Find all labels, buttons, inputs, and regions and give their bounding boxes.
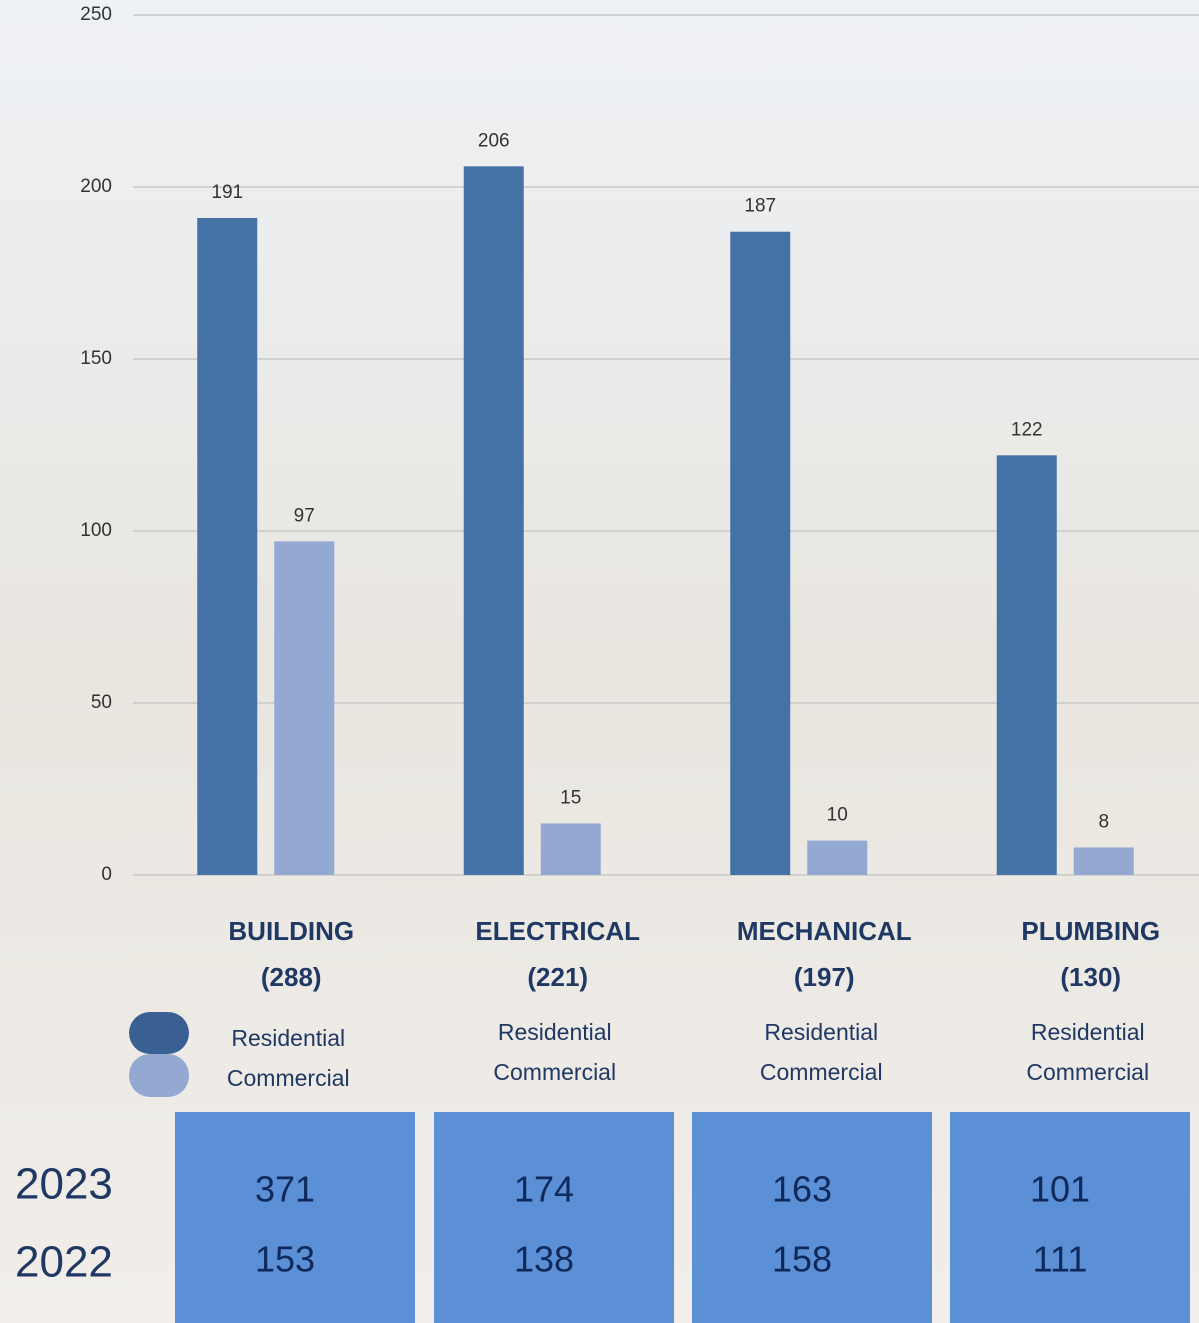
series-label: Commercial [1026, 1059, 1149, 1085]
table-cell [950, 1112, 1190, 1323]
category-total: (130) [1060, 962, 1121, 992]
category-total: (197) [794, 962, 855, 992]
category-label: BUILDING [228, 916, 354, 946]
legend-swatch [129, 1054, 189, 1097]
category-label: PLUMBING [1021, 916, 1160, 946]
table-cell [175, 1112, 415, 1323]
series-label: Residential [1031, 1019, 1145, 1045]
category-label: MECHANICAL [737, 916, 912, 946]
category-total: (221) [527, 962, 588, 992]
bar [464, 166, 524, 875]
table-value: 174 [514, 1169, 574, 1210]
row-label: 2022 [15, 1238, 113, 1287]
y-tick-label: 50 [91, 692, 112, 713]
series-label: Residential [498, 1019, 612, 1045]
y-tick-label: 200 [80, 176, 112, 197]
y-tick-label: 100 [80, 520, 112, 541]
row-label: 2023 [15, 1160, 113, 1209]
data-label: 8 [1098, 811, 1109, 832]
table-value: 101 [1030, 1169, 1090, 1210]
chart: 0 50 100 150 200 250 191 Residential 97 Commercia… [0, 0, 1199, 1323]
series-label: Commercial [227, 1065, 350, 1091]
category-total: (288) [261, 962, 322, 992]
data-label: 97 [294, 505, 315, 526]
series-label: Commercial [493, 1059, 616, 1085]
data-label: 122 [1011, 419, 1043, 440]
table-value: 371 [255, 1169, 315, 1210]
y-tick-label: 150 [80, 348, 112, 369]
table-value: 138 [514, 1239, 574, 1280]
series-label: Residential [764, 1019, 878, 1045]
category-label: ELECTRICAL [475, 916, 640, 946]
bar [997, 455, 1057, 875]
bar [274, 541, 334, 875]
bar [730, 232, 790, 875]
series-label: Commercial [760, 1059, 883, 1085]
legend-swatch [129, 1012, 189, 1054]
series-label: Residential [231, 1025, 345, 1051]
table-value: 153 [255, 1239, 315, 1280]
bar [541, 823, 601, 875]
table-value: 158 [772, 1239, 832, 1280]
data-label: 10 [827, 805, 848, 826]
bar [1074, 847, 1134, 875]
bar [807, 841, 867, 875]
table-value: 111 [1033, 1239, 1088, 1280]
table-cell [692, 1112, 932, 1323]
table-value: 163 [772, 1169, 832, 1210]
data-label: 206 [478, 130, 510, 151]
page: {"chart_data": {"type": "bar", "categori… [0, 0, 1199, 1323]
data-label: 191 [211, 182, 243, 203]
table-cell [434, 1112, 674, 1323]
data-label: 187 [744, 196, 776, 217]
y-tick-label: 0 [101, 864, 112, 885]
data-label: 15 [560, 787, 581, 808]
y-tick-label: 250 [80, 4, 112, 25]
bar [197, 218, 257, 875]
